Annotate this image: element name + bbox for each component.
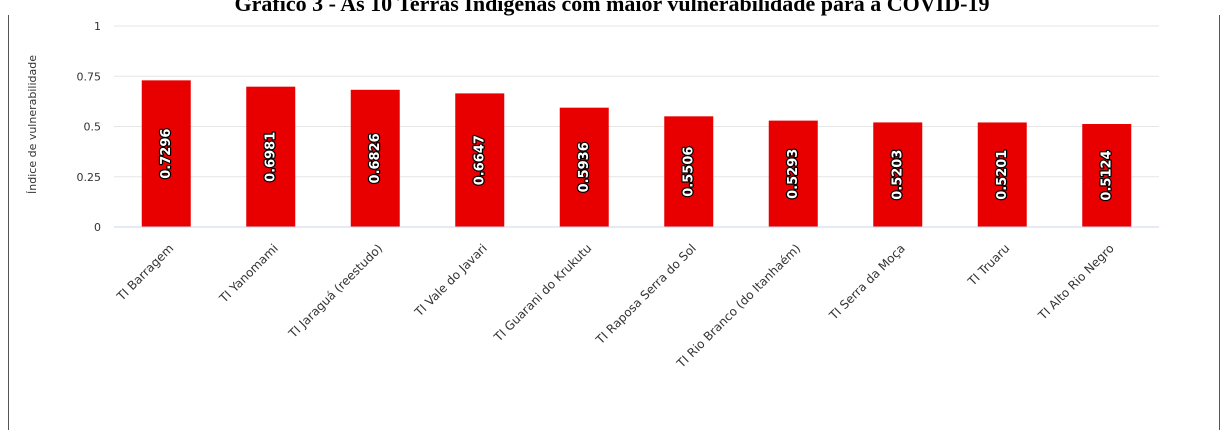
y-tick-label: 0	[94, 221, 101, 234]
bar-chart: 00.250.50.751 Índice de vulnerabilidade …	[26, 20, 1159, 371]
bar	[141, 80, 191, 227]
bar	[768, 120, 818, 227]
x-tick-label: TI Rio Branco (do Itanhaém)	[673, 241, 803, 371]
x-tick-label: TI Truaru	[965, 241, 1013, 289]
y-tick-label: 0.5	[84, 121, 102, 134]
bar	[664, 116, 714, 227]
x-tick-label: TI Barragem	[113, 241, 176, 304]
bar	[246, 86, 296, 227]
bar-data-label: 0.6981	[263, 132, 278, 182]
bar-data-label: 0.5936	[577, 142, 592, 192]
x-tick-label: TI Raposa Serra do Sol	[593, 241, 699, 347]
y-axis-ticks: 0 0.25 0.5 0.75 1	[77, 20, 102, 234]
y-axis-label: Índice de vulnerabilidade	[26, 55, 39, 194]
y-tick-label: 0.25	[77, 171, 102, 184]
bar	[350, 89, 400, 228]
bar-data-label: 0.5506	[681, 147, 696, 197]
bar-data-labels: 0.7296 0.6981 0.6826 0.6647 0.5936 0.5506 0.52…	[158, 127, 1116, 201]
bar-data-label: 0.5201	[995, 150, 1010, 200]
bar	[873, 122, 923, 227]
x-axis-category-labels: TI Barragem TI Yanomami TI Jaraguá (reestu…	[113, 241, 1116, 371]
bar-data-label: 0.6647	[472, 135, 487, 185]
page-title: Gráfico 3 - As 10 Terras Indígenas com m…	[234, 0, 990, 16]
x-tick-label: TI Jaraguá (reestudo)	[285, 241, 385, 341]
y-tick-label: 0.75	[77, 70, 102, 83]
bar-data-label: 0.6826	[368, 133, 383, 183]
bar	[977, 122, 1027, 227]
chart-frame: 0 0.25 0.5 0.75 1 Índice de vulnerabilidade …	[8, 15, 1220, 430]
x-tick-label: TI Alto Rio Negro	[1035, 241, 1117, 323]
bar-data-label: 0.7296	[159, 129, 174, 179]
x-tick-label: TI Yanomami	[216, 241, 281, 306]
y-tick-label: 1	[94, 20, 101, 33]
x-tick-label: TI Serra da Moça	[826, 241, 908, 323]
bar-data-label: 0.5293	[786, 149, 801, 199]
bar-data-label: 0.5124	[1099, 150, 1114, 200]
bar	[1082, 124, 1132, 227]
bars	[141, 80, 1132, 228]
x-tick-label: TI Vale do Javari	[411, 241, 490, 320]
bar-data-label: 0.5203	[890, 150, 905, 200]
x-tick-label: TI Guarani do Krukutu	[491, 241, 595, 345]
bar	[455, 93, 505, 228]
bar	[559, 107, 609, 227]
